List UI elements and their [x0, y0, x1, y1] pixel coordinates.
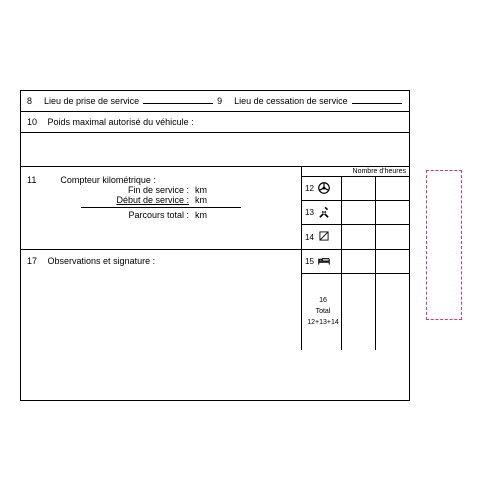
cell-16-label: Total — [316, 308, 331, 316]
field-10-label: Poids maximal autorisé du véhicule : — [48, 117, 194, 127]
cell-16-sub: 12+13+14 — [307, 319, 339, 327]
cell-12-num: 12 — [305, 184, 314, 193]
section-11: 11 Compteur kilométrique : Fin de servic… — [21, 167, 409, 250]
cell-15-val2[interactable] — [376, 250, 409, 273]
cell-12: 12 — [302, 177, 409, 201]
hours-column: Nombre d'heures 12 13 — [301, 167, 409, 249]
hours-header: Nombre d'heures — [302, 167, 409, 177]
cell-16-val1[interactable] — [342, 274, 376, 350]
field-11-num: 11 — [27, 175, 36, 185]
field-8-label: Lieu de prise de service — [44, 96, 139, 106]
section-17-right: 15 16 Total 12+13+14 — [301, 250, 409, 350]
field-9-blank[interactable] — [352, 96, 402, 104]
debut-service-label: Début de service : — [27, 195, 195, 205]
field-8-num: 8 — [27, 96, 32, 106]
cell-16-num: 16 — [319, 297, 327, 305]
bottom-row — [21, 350, 409, 400]
row-10: 10 Poids maximal autorisé du véhicule : — [21, 112, 409, 133]
spacer-row — [21, 133, 409, 167]
cell-15-num: 15 — [305, 257, 314, 266]
field-8-blank[interactable] — [143, 96, 213, 104]
cell-13: 13 — [302, 201, 409, 225]
cell-16: 16 Total 12+13+14 — [302, 274, 409, 350]
fin-service-unit: km — [195, 185, 235, 195]
field-17-label: Observations et signature : — [48, 256, 156, 266]
cell-15: 15 — [302, 250, 409, 274]
parcours-label: Parcours total : — [27, 210, 195, 220]
cell-13-val2[interactable] — [376, 201, 409, 224]
section-11-left: 11 Compteur kilométrique : Fin de servic… — [21, 167, 301, 249]
section-17: 17 Observations et signature : 15 — [21, 250, 409, 350]
row-8-9: 8 Lieu de prise de service 9 Lieu de ces… — [21, 91, 409, 112]
page: 8 Lieu de prise de service 9 Lieu de ces… — [0, 0, 500, 500]
cell-15-val1[interactable] — [342, 250, 376, 273]
field-9-num: 9 — [217, 96, 222, 106]
km-separator — [81, 207, 241, 208]
hammers-icon — [317, 205, 331, 221]
parcours-unit: km — [195, 210, 235, 220]
fin-service-label: Fin de service : — [27, 185, 195, 195]
cell-16-val2[interactable] — [376, 274, 409, 350]
cell-13-val1[interactable] — [342, 201, 376, 224]
pink-dashed-box — [426, 170, 462, 320]
cell-12-val1[interactable] — [342, 177, 376, 200]
cell-14-num: 14 — [305, 233, 314, 242]
box-slash-icon — [317, 229, 331, 245]
field-10-num: 10 — [27, 117, 37, 127]
steering-icon — [317, 181, 331, 197]
cell-14-val1[interactable] — [342, 225, 376, 249]
debut-service-unit: km — [195, 195, 235, 205]
cell-13-num: 13 — [305, 208, 314, 217]
cell-12-val2[interactable] — [376, 177, 409, 200]
form-table: 8 Lieu de prise de service 9 Lieu de ces… — [20, 90, 410, 401]
cell-14: 14 — [302, 225, 409, 249]
field-11-label: Compteur kilométrique : — [60, 175, 156, 185]
cell-14-val2[interactable] — [376, 225, 409, 249]
field-9-label: Lieu de cessation de service — [234, 96, 348, 106]
section-17-left: 17 Observations et signature : — [21, 250, 301, 350]
field-17-num: 17 — [27, 256, 37, 266]
bed-icon — [317, 254, 331, 270]
